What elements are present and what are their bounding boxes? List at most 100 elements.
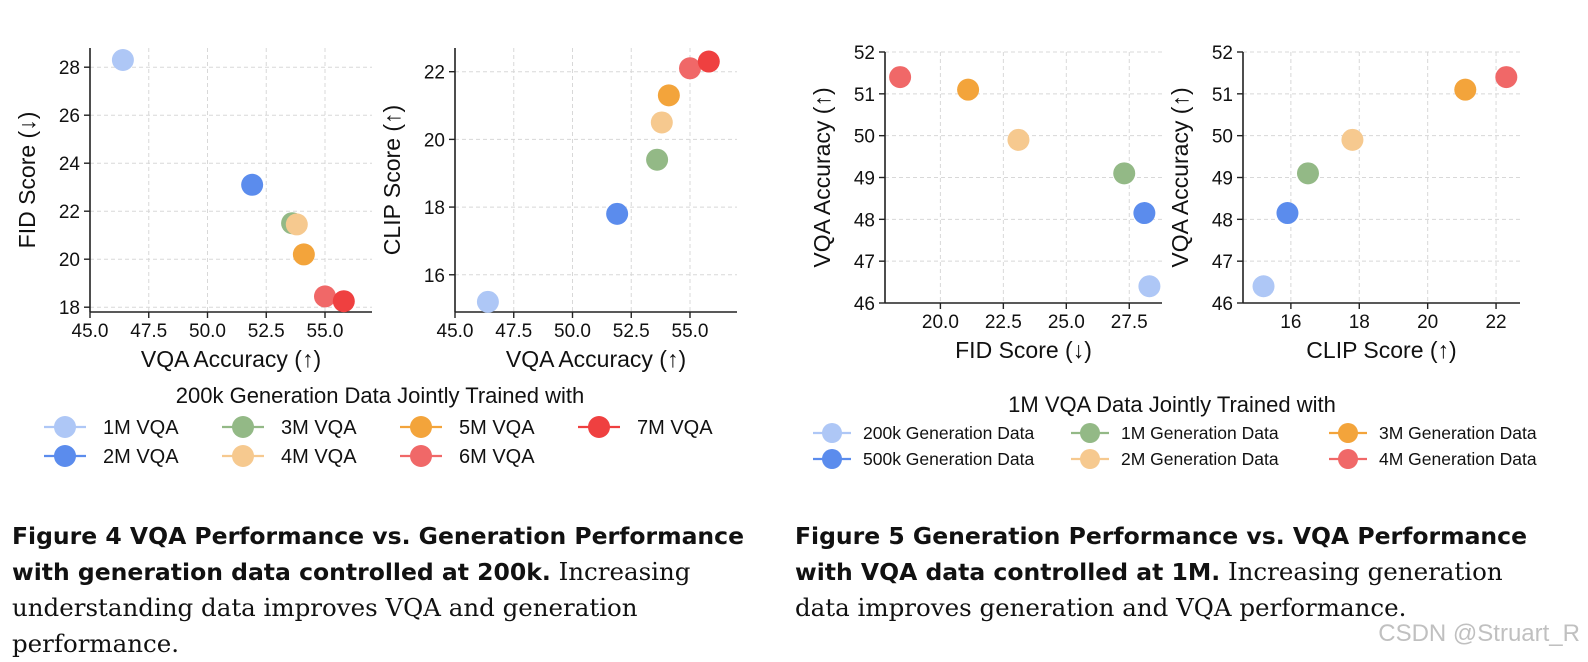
y-axis-label: VQA Accuracy (↑) (809, 87, 835, 267)
point-4m-vqa (650, 111, 673, 134)
legend-marker (1080, 449, 1100, 469)
legend-label: 2M VQA (103, 446, 179, 468)
legend-marker (54, 445, 76, 467)
legend-entry-5m-vqa: 5M VQA (400, 416, 535, 439)
caption-figure-4: Figure 4 VQA Performance vs. Generation … (12, 518, 762, 662)
point-6m-vqa (679, 57, 701, 80)
point-3m-generation-data (1454, 78, 1477, 101)
y-tick-label: 18 (59, 298, 80, 319)
y-tick-label: 51 (1212, 85, 1233, 106)
legend-marker (232, 416, 254, 438)
y-tick-label: 22 (59, 202, 80, 223)
point-1m-vqa (476, 290, 499, 313)
y-tick-label: 26 (59, 106, 80, 127)
legend-entry-3m-generation-data: 3M Generation Data (1329, 423, 1537, 443)
point-5m-vqa (292, 243, 315, 266)
x-tick-label: 45.0 (72, 321, 109, 342)
legend-marker (822, 423, 842, 443)
caption-figure-5-text: Increasing generation data improves gene… (795, 557, 1503, 622)
legend-entry-500k-generation-data: 500k Generation Data (813, 449, 1034, 469)
point-2m-vqa (606, 202, 629, 225)
y-axis-label: CLIP Score (↑) (379, 105, 405, 255)
y-tick-label: 47 (854, 252, 875, 273)
legend-marker (232, 445, 254, 467)
x-axis-label: FID Score (↓) (955, 337, 1092, 363)
legend-marker (822, 449, 842, 469)
x-tick-label: 47.5 (130, 321, 167, 342)
x-tick-label: 27.5 (1111, 312, 1148, 333)
x-tick-label: 45.0 (437, 321, 474, 342)
point-7m-vqa (697, 50, 720, 73)
point-2m-vqa (241, 173, 264, 196)
legend-label: 3M VQA (281, 417, 357, 439)
y-tick-label: 51 (854, 85, 875, 106)
point-200k-generation-data (1138, 275, 1161, 298)
point-7m-vqa (332, 290, 355, 313)
point-4m-generation-data (889, 66, 912, 89)
legend-marker (1338, 423, 1358, 443)
x-tick-label: 55.0 (672, 321, 709, 342)
x-axis-label: VQA Accuracy (↑) (506, 346, 686, 372)
plot-vqa-vs-fid: 45.0 47.5 50.0 52.5 55.0 18 20 22 24 26 28 VQA Accu… (14, 48, 372, 372)
y-tick-label: 52 (854, 43, 875, 64)
x-axis-label: CLIP Score (↑) (1306, 337, 1456, 363)
legend-label: 5M VQA (459, 417, 535, 439)
point-500k-generation-data (1133, 202, 1156, 225)
point-500k-generation-data (1276, 202, 1299, 225)
point-3m-vqa (646, 148, 669, 171)
x-tick-label: 20 (1417, 312, 1438, 333)
legend-figure-5: 1M VQA Data Jointly Trained with 200k Gen… (813, 392, 1537, 469)
point-4m-vqa (285, 213, 308, 236)
x-tick-label: 50.0 (189, 321, 226, 342)
y-tick-label: 20 (59, 250, 80, 271)
y-tick-label: 20 (424, 130, 445, 151)
y-tick-label: 28 (59, 58, 80, 79)
legend-label: 4M Generation Data (1379, 449, 1537, 469)
legend-entry-3m-vqa: 3M VQA (222, 416, 357, 439)
legend-entry-4m-generation-data: 4M Generation Data (1329, 449, 1537, 469)
y-tick-label: 46 (1212, 294, 1233, 315)
y-axis-label: VQA Accuracy (↑) (1167, 87, 1193, 267)
x-tick-label: 50.0 (554, 321, 591, 342)
point-1m-vqa (111, 49, 134, 71)
legend-label: 7M VQA (637, 417, 713, 439)
y-tick-label: 48 (854, 210, 875, 231)
legend-figure-4: 200k Generation Data Jointly Trained wit… (44, 383, 713, 468)
y-tick-label: 50 (854, 127, 875, 148)
x-axis-label: VQA Accuracy (↑) (141, 346, 321, 372)
caption-figure-5: Figure 5 Generation Performance vs. VQA … (795, 518, 1555, 626)
x-tick-label: 55.0 (307, 321, 344, 342)
y-tick-label: 18 (424, 198, 445, 219)
y-tick-label: 50 (1212, 127, 1233, 148)
plot-clip-vs-vqa: 16 18 20 22 46 47 48 49 50 51 52 CLIP Score (↑) VQA … (1167, 43, 1520, 363)
point-200k-generation-data (1252, 275, 1275, 298)
x-tick-label: 16 (1280, 312, 1301, 333)
plot-vqa-vs-clip: 45.0 47.5 50.0 52.5 55.0 16 18 20 22 VQA Accuracy… (379, 48, 737, 372)
point-4m-generation-data (1495, 66, 1518, 89)
point-5m-vqa (657, 84, 680, 107)
legend-entry-1m-vqa: 1M VQA (44, 416, 179, 439)
watermark: CSDN @Struart_R (1378, 620, 1580, 647)
y-tick-label: 22 (424, 63, 445, 84)
legend-marker (54, 416, 76, 438)
legend-title: 200k Generation Data Jointly Trained wit… (176, 383, 584, 408)
legend-entry-1m-generation-data: 1M Generation Data (1071, 423, 1279, 443)
y-tick-label: 47 (1212, 252, 1233, 273)
x-tick-label: 22.5 (985, 312, 1022, 333)
legend-label: 3M Generation Data (1379, 423, 1537, 443)
x-tick-label: 22 (1485, 312, 1506, 333)
figure-canvas: 45.0 47.5 50.0 52.5 55.0 18 20 22 24 26 28 VQA Accu… (14, 43, 1537, 469)
caption-figure-5-title: Figure 5 Generation Performance vs. VQA … (795, 522, 1528, 586)
legend-label: 6M VQA (459, 446, 535, 468)
point-6m-vqa (314, 285, 336, 308)
y-tick-label: 46 (854, 294, 875, 315)
plot-fid-vs-vqa: 20.0 22.5 25.0 27.5 46 47 48 49 50 51 52 FID Score … (809, 43, 1162, 363)
legend-label: 1M Generation Data (1121, 423, 1279, 443)
y-axis-label: FID Score (↓) (14, 112, 40, 249)
legend-entry-6m-vqa: 6M VQA (400, 445, 535, 468)
y-tick-label: 48 (1212, 210, 1233, 231)
y-tick-label: 16 (424, 266, 445, 287)
legend-marker (588, 416, 610, 438)
point-1m-generation-data (1113, 162, 1136, 185)
legend-entry-7m-vqa: 7M VQA (578, 416, 713, 439)
